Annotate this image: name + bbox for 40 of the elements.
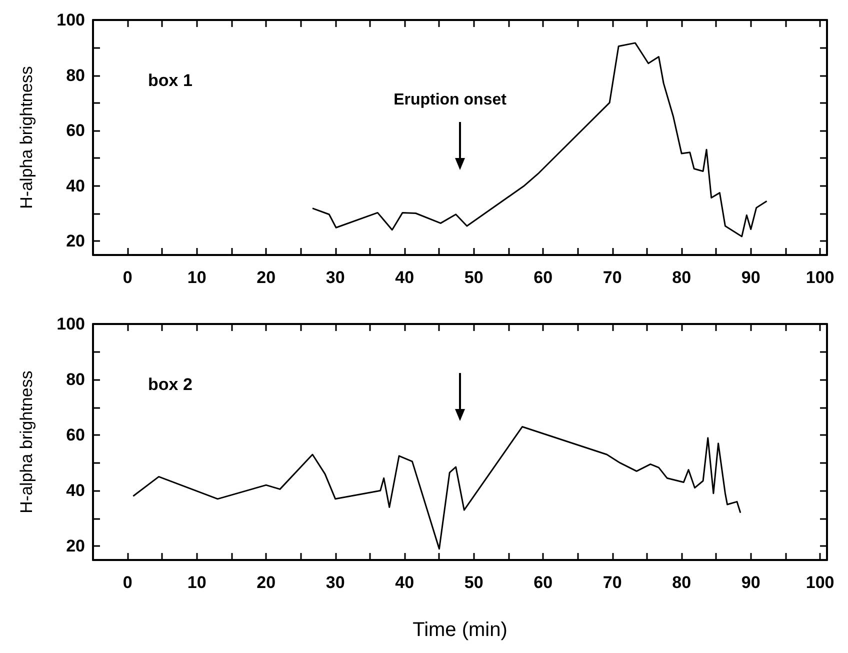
y-axis-title: H-alpha brightness <box>17 370 36 514</box>
x-tick-label: 0 <box>122 268 132 287</box>
x-tick-label: 60 <box>534 268 553 287</box>
y-tick-label: 60 <box>66 121 85 140</box>
line-series <box>132 426 742 550</box>
x-tick-label: 20 <box>256 268 276 287</box>
x-tick-label: 30 <box>326 573 345 592</box>
x-tick-label: 50 <box>464 573 484 592</box>
y-tick-label: 60 <box>66 426 85 445</box>
y-axis-title: H-alpha brightness <box>17 66 36 209</box>
line-series <box>312 42 768 238</box>
x-tick-label: 0 <box>122 573 132 592</box>
x-tick-label: 70 <box>602 268 622 287</box>
x-tick-label: 90 <box>741 573 760 592</box>
y-tick-label: 40 <box>66 481 85 500</box>
annotation: Eruption onset <box>394 92 508 108</box>
annotation: box 1 <box>148 71 192 90</box>
y-tick-label: 80 <box>66 370 85 390</box>
annotation: box 2 <box>148 375 192 394</box>
y-tick-label: 100 <box>56 314 85 334</box>
x-tick-label: 70 <box>602 573 622 592</box>
x-tick-label: 60 <box>534 573 553 592</box>
x-tick-label: 100 <box>806 573 834 592</box>
x-tick-label: 80 <box>672 268 692 287</box>
x-axis-title: Time (min) <box>412 619 508 641</box>
y-tick-label: 80 <box>66 66 85 85</box>
x-tick-label: 40 <box>395 573 414 592</box>
x-tick-label: 20 <box>256 573 276 592</box>
x-tick-label: 80 <box>672 573 692 592</box>
x-tick-label: 30 <box>326 268 345 287</box>
y-tick-label: 20 <box>66 536 85 556</box>
y-tick-label: 100 <box>56 10 85 30</box>
x-tick-label: 100 <box>806 268 834 287</box>
x-tick-label: 50 <box>464 268 484 287</box>
x-tick-label: 10 <box>187 573 206 592</box>
y-tick-label: 20 <box>66 232 85 251</box>
x-tick-label: 40 <box>395 268 414 287</box>
x-tick-label: 90 <box>741 268 760 287</box>
x-tick-label: 10 <box>187 268 206 287</box>
y-tick-label: 40 <box>66 176 85 196</box>
